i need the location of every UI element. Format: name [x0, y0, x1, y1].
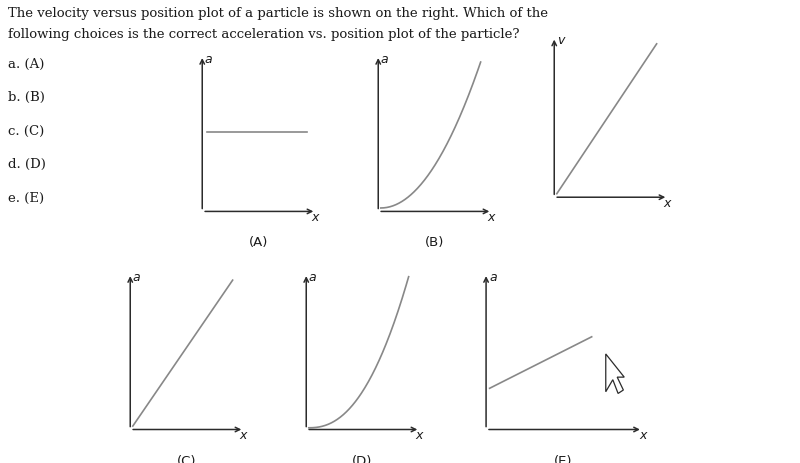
Text: a: a: [133, 270, 141, 283]
Text: The velocity versus position plot of a particle is shown on the right. Which of : The velocity versus position plot of a p…: [8, 7, 548, 20]
Text: x: x: [415, 428, 422, 441]
Text: a: a: [309, 270, 317, 283]
Text: a: a: [381, 53, 389, 66]
Text: b. (B): b. (B): [8, 91, 45, 104]
Text: a: a: [205, 53, 213, 66]
Text: x: x: [239, 428, 246, 441]
Text: (C): (C): [177, 454, 196, 463]
Text: a. (A): a. (A): [8, 58, 44, 71]
Text: e. (E): e. (E): [8, 191, 44, 204]
Text: (B): (B): [425, 236, 444, 249]
Text: x: x: [487, 211, 494, 224]
Polygon shape: [606, 354, 624, 394]
Text: d. (D): d. (D): [8, 158, 46, 171]
Text: (E): (E): [554, 454, 573, 463]
Text: x: x: [311, 211, 318, 224]
Text: (A): (A): [249, 236, 268, 249]
Text: (D): (D): [352, 454, 373, 463]
Text: x: x: [663, 197, 670, 210]
Text: following choices is the correct acceleration vs. position plot of the particle?: following choices is the correct acceler…: [8, 28, 519, 41]
Text: a: a: [490, 270, 498, 283]
Text: c. (C): c. (C): [8, 125, 44, 138]
Text: x: x: [639, 428, 646, 441]
Text: v: v: [557, 34, 564, 47]
